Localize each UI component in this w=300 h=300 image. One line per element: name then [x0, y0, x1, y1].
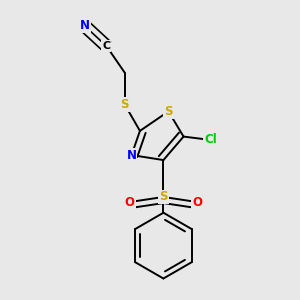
Text: Cl: Cl [204, 134, 217, 146]
Text: N: N [80, 20, 90, 32]
Text: S: S [164, 105, 173, 118]
Text: N: N [127, 148, 136, 161]
Text: S: S [121, 98, 129, 111]
Text: S: S [159, 190, 168, 203]
Text: O: O [192, 196, 202, 208]
Text: C: C [102, 41, 110, 51]
Text: O: O [125, 196, 135, 208]
